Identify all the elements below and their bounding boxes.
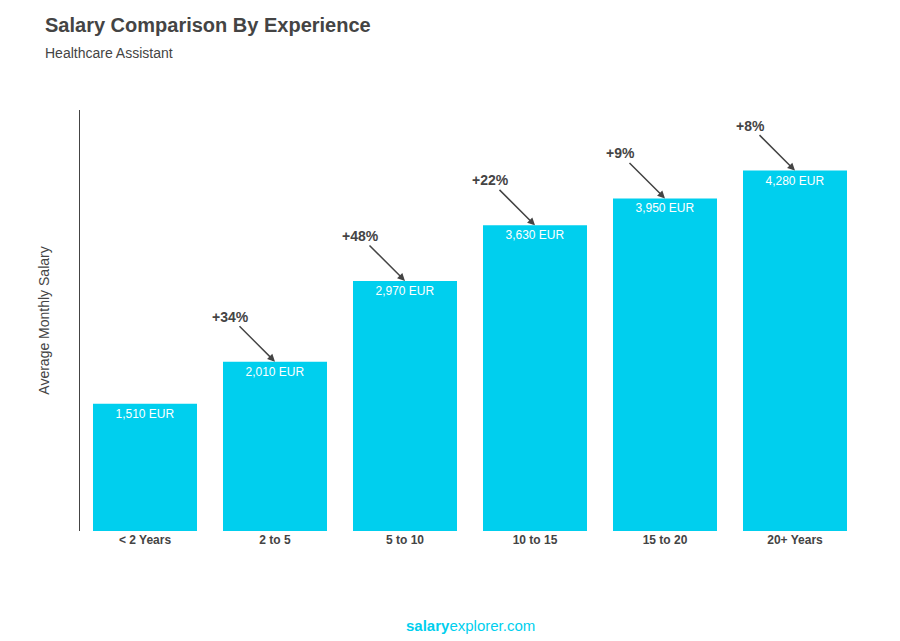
svg-text:< 2 Years: < 2 Years (119, 533, 171, 547)
svg-text:20+ Years: 20+ Years (767, 533, 823, 547)
svg-text:10 to 15: 10 to 15 (513, 533, 558, 547)
svg-text:4,280 EUR: 4,280 EUR (765, 174, 824, 188)
svg-text:+9%: +9% (606, 145, 635, 161)
svg-text:2 to 5: 2 to 5 (259, 533, 291, 547)
svg-text:15 to 20: 15 to 20 (643, 533, 688, 547)
svg-text:3,630 EUR: 3,630 EUR (505, 228, 564, 242)
svg-text:3,950 EUR: 3,950 EUR (635, 201, 694, 215)
svg-text:Salary Comparison By Experienc: Salary Comparison By ExperienceHealthcar… (45, 14, 371, 61)
svg-text:+48%: +48% (342, 228, 379, 244)
svg-text:2,010 EUR: 2,010 EUR (245, 365, 304, 379)
svg-text:2,970 EUR: 2,970 EUR (375, 284, 434, 298)
svg-text:+34%: +34% (212, 309, 249, 325)
svg-text:1,510 EUR: 1,510 EUR (115, 407, 174, 421)
svg-text:Average Monthly Salary: Average Monthly Salary (36, 246, 52, 394)
svg-text:+8%: +8% (736, 118, 765, 134)
svg-text:salaryexplorer.com: salaryexplorer.com (406, 617, 535, 634)
svg-text:5 to 10: 5 to 10 (386, 533, 424, 547)
svg-text:+22%: +22% (472, 172, 509, 188)
